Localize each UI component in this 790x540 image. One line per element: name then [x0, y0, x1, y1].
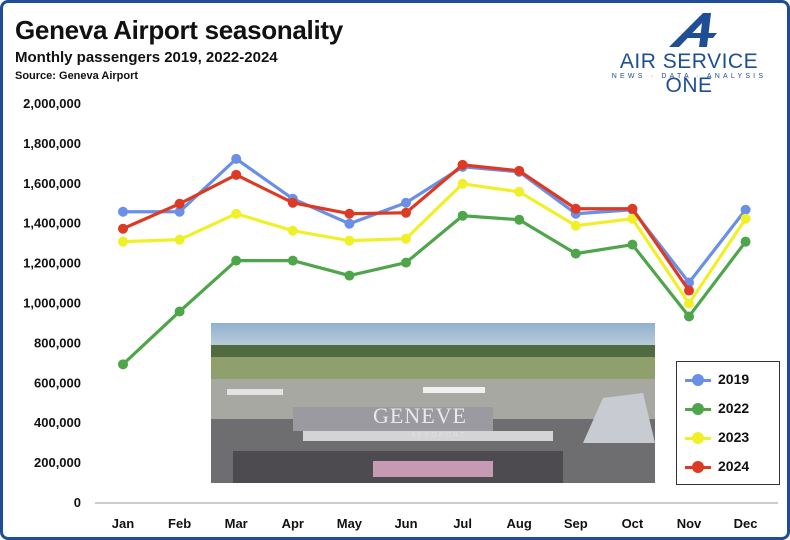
- x-tick-label: Aug: [507, 516, 532, 531]
- data-point: [174, 306, 185, 317]
- legend-label: 2019: [718, 371, 750, 387]
- y-tick-label: 0: [74, 495, 81, 510]
- data-point: [627, 203, 638, 214]
- y-tick-label: 2,000,000: [23, 96, 81, 111]
- data-point: [627, 239, 638, 250]
- series-2024: [118, 159, 694, 296]
- legend-swatch-dot: [692, 432, 704, 444]
- data-point: [401, 207, 411, 218]
- data-point: [287, 225, 298, 236]
- data-point: [231, 153, 242, 164]
- photo-sign-text: GENEVE: [373, 403, 467, 428]
- data-point: [570, 248, 581, 259]
- data-point: [684, 285, 694, 296]
- chart-subtitle: Monthly passengers 2019, 2022-2024: [15, 49, 278, 66]
- data-point: [174, 206, 185, 217]
- x-tick-label: Jul: [453, 516, 472, 531]
- data-point: [514, 165, 525, 176]
- series-layer: [118, 153, 751, 370]
- data-point: [740, 204, 751, 215]
- logo-name: AIR SERVICE ONE: [619, 50, 759, 97]
- y-tick-label: 1,600,000: [23, 176, 81, 191]
- x-tick-label: Apr: [282, 516, 304, 531]
- x-tick-label: Jan: [112, 516, 134, 531]
- legend-swatch-dot: [692, 403, 704, 415]
- logo-a-icon: [669, 13, 717, 47]
- photo-sign-subtext: AEROPORT: [411, 432, 466, 439]
- y-tick-label: 1,000,000: [23, 296, 81, 311]
- data-point: [684, 311, 694, 322]
- data-point: [740, 213, 751, 224]
- x-tick-label: Sep: [564, 516, 588, 531]
- data-point: [118, 359, 128, 370]
- source-note: Source: Geneva Airport: [15, 70, 139, 82]
- data-point: [570, 203, 581, 214]
- series-line: [121, 214, 747, 366]
- data-point: [457, 210, 468, 221]
- line-chart: 0 200,000 400,000 600,000 800,000 1,000,000 1,…: [23, 96, 778, 531]
- legend-label: 2024: [718, 458, 750, 474]
- legend-label: 2022: [718, 400, 750, 416]
- chart-title: Geneva Airport seasonality: [15, 15, 343, 45]
- y-tick-label: 400,000: [34, 415, 81, 430]
- y-tick-label: 1,200,000: [23, 256, 81, 271]
- data-point: [174, 234, 185, 245]
- data-point: [287, 255, 298, 266]
- x-tick-label: Feb: [168, 516, 191, 531]
- data-point: [457, 178, 468, 189]
- y-axis-ticks: 0 200,000 400,000 600,000 800,000 1,000,000 1,…: [23, 96, 81, 510]
- series-2019: [118, 153, 751, 288]
- legend-swatch-dot: [692, 461, 704, 473]
- y-tick-label: 600,000: [34, 375, 81, 390]
- data-point: [344, 235, 355, 246]
- y-tick-label: 1,800,000: [23, 136, 81, 151]
- data-point: [401, 257, 411, 268]
- data-point: [570, 220, 581, 231]
- x-tick-label: Oct: [622, 516, 644, 531]
- legend-swatch-dot: [692, 374, 704, 386]
- data-point: [627, 213, 638, 224]
- data-point: [287, 197, 298, 208]
- data-point: [514, 214, 525, 225]
- data-point: [174, 198, 185, 209]
- x-tick-label: Jun: [394, 516, 417, 531]
- series-line: [122, 182, 747, 306]
- data-point: [344, 208, 355, 219]
- y-tick-label: 200,000: [34, 455, 81, 470]
- legend-label: 2023: [718, 429, 750, 445]
- legend: 2019 2022 2023 2024: [676, 361, 780, 485]
- x-tick-label: Dec: [734, 516, 758, 531]
- data-point: [514, 186, 525, 197]
- data-point: [118, 206, 128, 217]
- data-point: [740, 236, 751, 247]
- y-tick-label: 800,000: [34, 335, 81, 350]
- data-point: [344, 218, 355, 229]
- series-2023: [118, 178, 751, 309]
- y-tick-label: 1,400,000: [23, 216, 81, 231]
- data-point: [401, 197, 411, 208]
- data-point: [231, 255, 242, 266]
- data-point: [231, 169, 242, 180]
- data-point: [344, 270, 355, 281]
- x-tick-label: Mar: [225, 516, 248, 531]
- data-point: [457, 159, 468, 170]
- data-point: [684, 298, 694, 309]
- series-2022: [118, 210, 751, 370]
- x-tick-label: Nov: [677, 516, 702, 531]
- airport-photo: GENEVE AEROPORT: [211, 323, 655, 483]
- data-point: [231, 208, 242, 219]
- data-point: [118, 223, 128, 234]
- data-point: [118, 236, 128, 247]
- x-tick-label: May: [337, 516, 363, 531]
- series-line: [123, 157, 747, 285]
- air-service-one-logo: AIR SERVICE ONE NEWS · DATA · ANALYSIS: [599, 9, 779, 97]
- data-point: [401, 233, 411, 244]
- logo-tagline: NEWS · DATA · ANALYSIS: [611, 73, 767, 80]
- x-axis-ticks: Jan Feb Mar Apr May Jun Jul Aug Sep Oct Nov Dec: [112, 516, 758, 531]
